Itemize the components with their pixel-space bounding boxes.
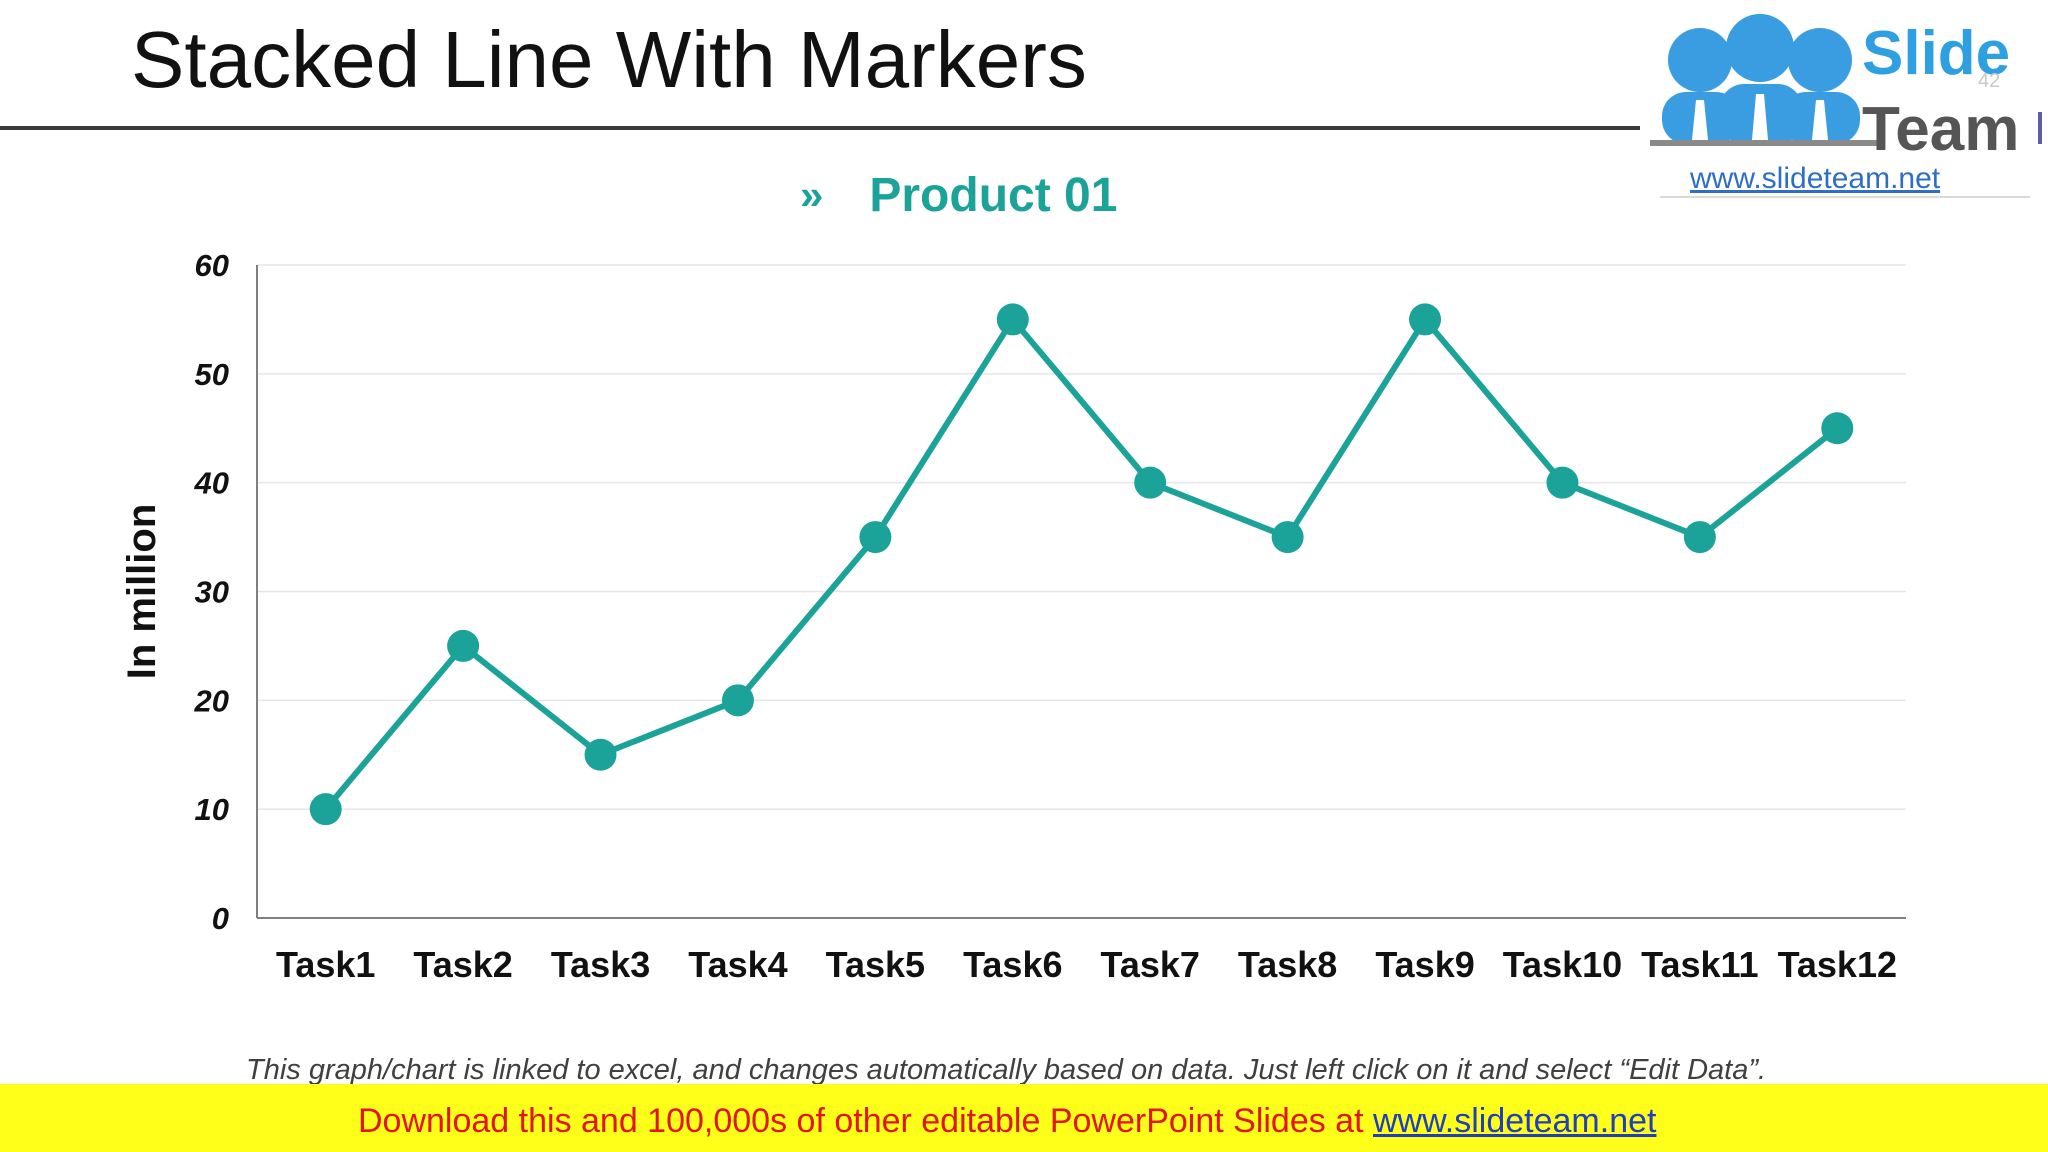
legend-marker: » [800,171,824,218]
x-tick-label: Task2 [413,944,512,985]
slide-number: 42 [1978,70,2001,92]
y-tick-label: 20 [194,683,229,718]
data-point-marker [1546,466,1579,499]
banner-text: Download this and 100,000s of other edit… [358,1102,1656,1141]
data-point-marker [1271,521,1304,554]
data-point-marker [447,629,480,662]
data-point-marker [1683,521,1716,554]
x-tick-label: Task6 [963,944,1062,985]
x-tick-label: Task9 [1375,944,1474,985]
x-tick-label: Task10 [1503,944,1622,985]
x-tick-label: Task12 [1778,944,1897,985]
slide-title: Stacked Line With Markers [131,15,1087,104]
banner-message: Download this and 100,000s of other edit… [358,1102,1364,1140]
chart-footnote: This graph/chart is linked to excel, and… [246,1054,1767,1086]
x-tick-label: Task7 [1101,944,1200,985]
download-banner [0,1084,2048,1152]
data-point-marker [584,738,617,771]
data-point-marker [1134,466,1167,499]
data-point-marker [996,303,1029,336]
x-tick-label: Task3 [551,944,650,985]
y-tick-label: 60 [195,248,229,283]
y-axis-title: In million [120,504,164,680]
series-line-product-01 [322,316,1841,813]
banner-link[interactable]: www.slideteam.net [1373,1102,1657,1140]
data-point-marker [859,521,892,554]
data-point-marker [309,793,342,826]
x-tick-label: Task11 [1641,944,1758,985]
people-icon [1650,14,2030,198]
y-tick-label: 0 [212,901,229,936]
x-tick-label: Task1 [276,944,375,985]
y-tick-label: 50 [195,357,229,392]
x-tick-label: Task8 [1238,944,1337,985]
x-tick-label: Task5 [826,944,925,985]
y-tick-label: 30 [195,575,229,610]
data-point-marker [1409,303,1442,336]
logo-word-slide: Slide [1862,19,2011,88]
x-tick-label: Task4 [688,944,787,985]
data-point-marker [721,684,754,717]
logo-url-link[interactable]: www.slideteam.net [1690,162,1941,195]
y-tick-label: 40 [194,466,229,501]
y-tick-label: 10 [195,792,229,827]
line-chart[interactable]: 0 10 20 30 40 50 60 Task1 Task2 Task3 Task4 Task5 Ta… [0,0,2048,1040]
legend-entry-product-01: Product 01 [869,168,1118,222]
slideteam-logo[interactable]: Slide Team www.slideteam.net [1640,0,2038,200]
logo-word-team: Team [1862,95,2020,164]
chart-legend: » Product 01 [800,165,1117,225]
data-point-marker [1821,412,1854,445]
title-divider [0,126,1645,130]
